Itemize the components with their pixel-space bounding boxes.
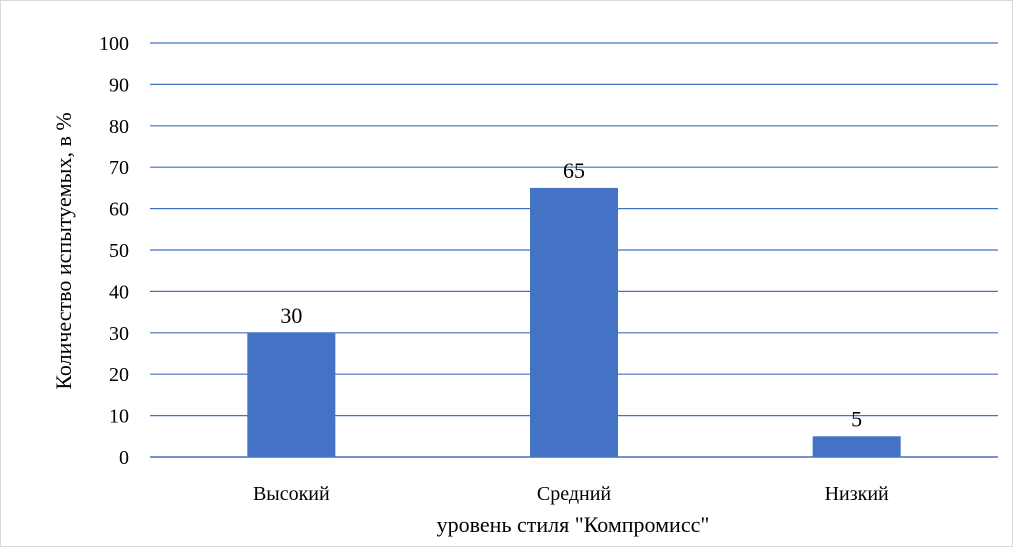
y-tick-label: 20 — [109, 364, 129, 386]
y-tick-label: 10 — [109, 406, 129, 428]
y-axis-ticks: 0 10 20 30 40 50 60 70 80 90 100 — [99, 33, 129, 469]
y-tick-label: 80 — [109, 116, 129, 138]
bar-2 — [530, 187, 618, 457]
y-tick-label: 50 — [109, 240, 129, 262]
data-label: 5 — [851, 406, 862, 431]
x-tick-label: Средний — [537, 483, 612, 505]
data-label: 30 — [280, 303, 302, 328]
bar-1 — [247, 332, 336, 457]
y-tick-label: 30 — [109, 323, 129, 345]
bars — [247, 187, 901, 457]
y-tick-label: 60 — [109, 199, 129, 221]
data-labels: 30 65 5 — [280, 158, 862, 431]
y-tick-label: 0 — [119, 447, 129, 469]
y-tick-label: 90 — [109, 74, 129, 96]
x-axis-ticks: Высокий Средний Низкий — [253, 483, 889, 505]
x-tick-label: Низкий — [825, 483, 889, 505]
y-tick-label: 100 — [99, 33, 129, 55]
y-axis-title: Количество испытуемых, в % — [51, 112, 76, 389]
data-label: 65 — [563, 158, 585, 183]
x-axis-title: уровень стиля "Компромисс" — [437, 512, 710, 537]
y-tick-label: 40 — [109, 281, 129, 303]
bar-3 — [812, 436, 901, 457]
x-tick-label: Высокий — [253, 483, 330, 505]
y-tick-label: 70 — [109, 157, 129, 179]
